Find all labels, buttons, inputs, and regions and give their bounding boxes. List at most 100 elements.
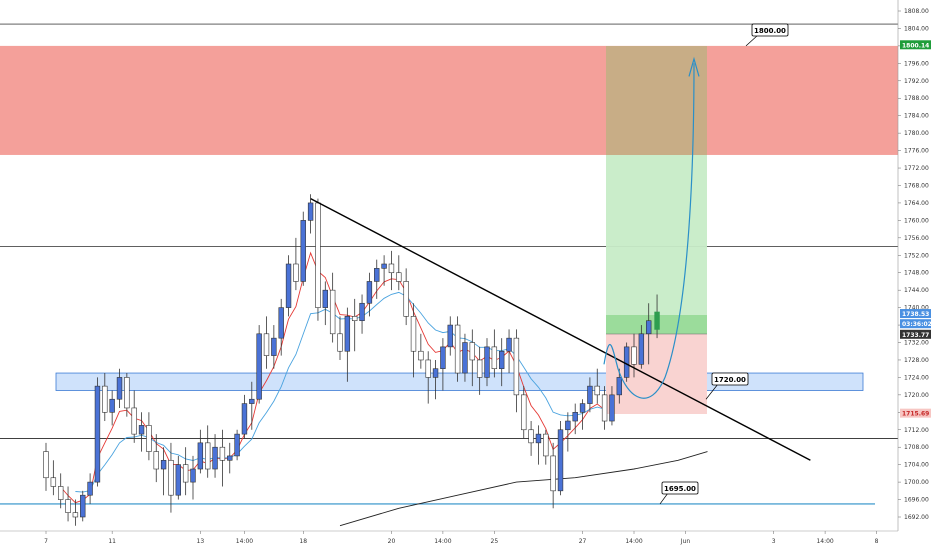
candle[interactable] [351, 316, 358, 322]
candle[interactable] [197, 442, 204, 470]
candle[interactable] [638, 333, 645, 365]
candle[interactable] [234, 433, 240, 457]
candle[interactable] [249, 398, 255, 404]
candle[interactable] [205, 442, 211, 470]
candle[interactable] [80, 494, 86, 518]
candle[interactable] [388, 263, 395, 274]
candle[interactable] [418, 350, 424, 361]
candle[interactable] [491, 346, 498, 369]
candle[interactable] [94, 385, 101, 483]
candle[interactable] [124, 377, 130, 409]
candle[interactable] [329, 289, 336, 335]
candle[interactable] [403, 281, 409, 317]
projection-arrow[interactable] [603, 63, 695, 399]
candle[interactable] [631, 346, 637, 365]
candle[interactable] [227, 455, 233, 461]
time-tick-label: 14:00 [434, 538, 451, 545]
candle[interactable] [440, 346, 446, 369]
candle[interactable] [469, 342, 475, 361]
candle[interactable] [374, 268, 380, 282]
candle[interactable] [579, 403, 586, 413]
candle[interactable] [168, 459, 174, 496]
candle[interactable] [307, 202, 314, 221]
candle[interactable] [43, 451, 49, 479]
candle[interactable] [153, 451, 159, 470]
candle[interactable] [344, 316, 351, 352]
candle[interactable] [484, 346, 490, 378]
candle[interactable] [285, 263, 292, 308]
candle[interactable] [454, 324, 461, 374]
candle[interactable] [337, 333, 343, 352]
candle[interactable] [381, 263, 387, 269]
stop-zone[interactable] [606, 334, 707, 414]
price-axis-tag [900, 319, 931, 329]
candle[interactable] [116, 377, 123, 400]
candle[interactable] [72, 512, 79, 518]
candle[interactable] [396, 272, 402, 282]
candle[interactable] [601, 394, 608, 422]
candle[interactable] [315, 202, 321, 308]
candle[interactable] [256, 333, 262, 400]
candle[interactable] [160, 459, 167, 470]
price-tick-label: 1732.00 [904, 340, 929, 347]
candle[interactable] [410, 316, 417, 352]
candle[interactable] [447, 324, 453, 348]
candle[interactable] [521, 394, 527, 431]
candle[interactable] [65, 499, 71, 513]
candle[interactable] [594, 385, 600, 396]
candle[interactable] [623, 346, 630, 378]
candle[interactable] [425, 359, 431, 378]
candle[interactable] [50, 477, 57, 487]
candle[interactable] [219, 446, 226, 461]
candle[interactable] [293, 263, 299, 282]
candle[interactable] [645, 320, 652, 335]
candle[interactable] [300, 220, 306, 282]
supply-zone[interactable] [0, 45, 898, 155]
callout-box[interactable] [661, 481, 699, 495]
candle[interactable] [535, 433, 542, 444]
candle[interactable] [654, 311, 660, 330]
candle[interactable] [57, 486, 64, 500]
candle[interactable] [565, 420, 571, 431]
candle[interactable] [131, 407, 137, 435]
candle[interactable] [212, 446, 218, 470]
candle[interactable] [506, 337, 512, 352]
candle[interactable] [609, 394, 615, 422]
candle[interactable] [87, 481, 93, 496]
price-tick-label: 1808.00 [904, 8, 929, 15]
candle[interactable] [109, 398, 115, 413]
candle[interactable] [587, 385, 593, 404]
candle[interactable] [146, 425, 152, 452]
candle[interactable] [278, 307, 284, 339]
candle[interactable] [359, 302, 365, 322]
candle[interactable] [263, 333, 270, 356]
candle[interactable] [366, 281, 373, 304]
candle[interactable] [241, 403, 248, 435]
candle[interactable] [550, 455, 556, 492]
trendline[interactable] [310, 197, 811, 461]
candle[interactable] [462, 342, 468, 374]
candle[interactable] [322, 289, 328, 308]
candle[interactable] [616, 377, 623, 396]
candle[interactable] [557, 429, 564, 492]
candle[interactable] [432, 368, 439, 378]
candle[interactable] [102, 385, 108, 413]
candle[interactable] [498, 350, 505, 369]
candle[interactable] [190, 468, 196, 483]
callout-box[interactable] [711, 372, 749, 386]
price-tick-label: 1712.00 [904, 427, 929, 434]
candle[interactable] [513, 337, 520, 396]
price-axis-tag [900, 309, 931, 319]
candle[interactable] [572, 412, 578, 422]
candle[interactable] [543, 433, 549, 457]
callout-box[interactable] [751, 23, 789, 37]
candle[interactable] [528, 429, 534, 444]
time-tick-label: 14:00 [236, 538, 253, 545]
candle[interactable] [175, 464, 181, 496]
candle[interactable] [476, 359, 483, 378]
candle[interactable] [271, 337, 277, 356]
candle[interactable] [182, 464, 189, 483]
price-tick-label: 1788.00 [904, 95, 929, 102]
candle[interactable] [138, 425, 145, 435]
